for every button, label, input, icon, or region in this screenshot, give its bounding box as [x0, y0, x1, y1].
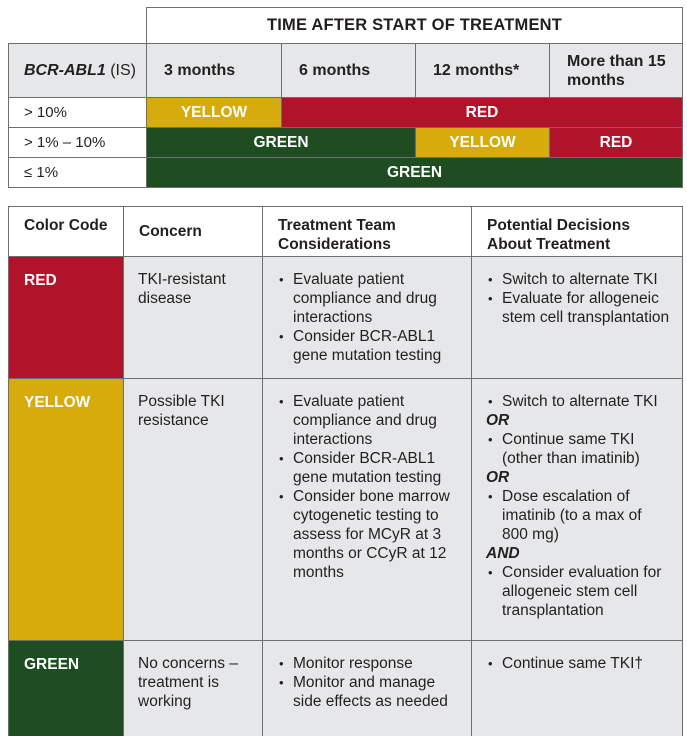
row-label-le1: ≤ 1%	[8, 157, 147, 188]
milestone-table: TIME AFTER START OF TREATMENT BCR-ABL1 (…	[8, 7, 684, 188]
connector-and: AND	[486, 545, 520, 562]
code-yellow: YELLOW	[8, 378, 124, 641]
list-item: Consider evaluation for allogeneic stem …	[486, 563, 670, 620]
cell-green: GREEN	[146, 127, 416, 158]
concern-green: No concerns – treatment is working	[123, 640, 263, 736]
considerations-green: Monitor response Monitor and manage side…	[262, 640, 472, 736]
list-item: Switch to alternate TKI	[486, 392, 670, 411]
row-header: BCR-ABL1 (IS)	[8, 43, 147, 98]
list-item: Evaluate patient compliance and drug int…	[277, 392, 459, 449]
header-color-code: Color Code	[8, 206, 124, 257]
color-code-table: Color Code Concern Treatment Team Consid…	[8, 206, 683, 736]
list-item: Consider bone marrow cytogenetic testing…	[277, 487, 459, 582]
connector-or: OR	[486, 469, 510, 486]
code-red: RED	[8, 256, 124, 379]
list-item: Dose escalation of imatinib (to a max of…	[486, 487, 670, 544]
list-item: Monitor response	[277, 654, 459, 673]
empty-corner	[8, 7, 147, 44]
concern-red: TKI-resistant disease	[123, 256, 263, 379]
connector-or: OR	[486, 412, 510, 429]
considerations-yellow: Evaluate patient compliance and drug int…	[262, 378, 472, 641]
header-decisions: Potential Decisions About Treatment	[471, 206, 683, 257]
concern-yellow: Possible TKI resistance	[123, 378, 263, 641]
decisions-green: Continue same TKI†	[471, 640, 683, 736]
list-item: Evaluate patient compliance and drug int…	[277, 270, 459, 327]
list-item: Continue same TKI (other than imatinib)	[486, 430, 670, 468]
cell-red: RED	[548, 127, 684, 158]
list-item: Continue same TKI†	[486, 654, 670, 673]
row-label-1-10: > 1% – 10%	[8, 127, 147, 158]
cell-yellow: YELLOW	[146, 97, 282, 128]
decisions-yellow: Switch to alternate TKI OR Continue same…	[471, 378, 683, 641]
cell-red: RED	[280, 97, 684, 128]
col-6-months: 6 months	[281, 43, 416, 98]
time-header: TIME AFTER START OF TREATMENT	[145, 7, 684, 44]
considerations-red: Evaluate patient compliance and drug int…	[262, 256, 472, 379]
list-item: Consider BCR-ABL1 gene mutation testing	[277, 449, 459, 487]
col-3-months: 3 months	[146, 43, 282, 98]
decisions-red: Switch to alternate TKI Evaluate for all…	[471, 256, 683, 379]
header-concern: Concern	[123, 206, 263, 257]
col-12-months: 12 months*	[415, 43, 550, 98]
cell-yellow: YELLOW	[415, 127, 550, 158]
list-item: Consider BCR-ABL1 gene mutation testing	[277, 327, 459, 365]
code-green: GREEN	[8, 640, 124, 736]
cell-green: GREEN	[145, 157, 684, 188]
header-considerations: Treatment Team Considerations	[262, 206, 472, 257]
list-item: Switch to alternate TKI	[486, 270, 670, 289]
list-item: Evaluate for allogeneic stem cell transp…	[486, 289, 670, 327]
row-label-gt10: > 10%	[8, 97, 147, 128]
col-15-months: More than 15 months	[548, 43, 684, 98]
list-item: Monitor and manage side effects as neede…	[277, 673, 459, 711]
